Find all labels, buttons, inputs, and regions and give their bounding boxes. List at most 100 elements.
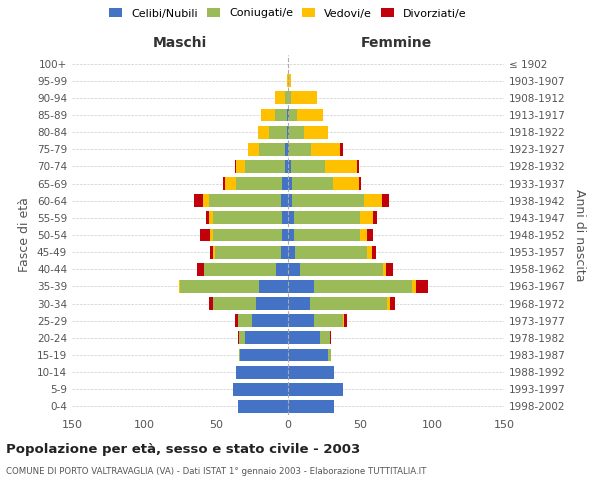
Bar bbox=[292, 194, 364, 207]
Bar bbox=[235, 314, 238, 327]
Bar bbox=[288, 332, 320, 344]
Y-axis label: Fasce di età: Fasce di età bbox=[19, 198, 31, 272]
Bar bbox=[288, 212, 294, 224]
Text: Maschi: Maschi bbox=[153, 36, 207, 50]
Bar bbox=[320, 332, 330, 344]
Bar bbox=[325, 160, 357, 173]
Bar bbox=[357, 160, 359, 173]
Bar bbox=[291, 92, 317, 104]
Bar bbox=[179, 280, 180, 293]
Bar bbox=[285, 160, 288, 173]
Bar bbox=[287, 126, 288, 138]
Bar bbox=[332, 177, 359, 190]
Bar bbox=[386, 263, 393, 276]
Bar bbox=[245, 332, 288, 344]
Bar bbox=[256, 297, 288, 310]
Bar bbox=[210, 246, 213, 258]
Bar bbox=[340, 143, 343, 156]
Bar bbox=[288, 400, 334, 413]
Bar bbox=[288, 297, 310, 310]
Bar bbox=[282, 212, 288, 224]
Bar bbox=[288, 263, 299, 276]
Bar bbox=[367, 228, 373, 241]
Bar bbox=[197, 263, 205, 276]
Bar bbox=[289, 108, 296, 122]
Bar bbox=[344, 314, 347, 327]
Bar bbox=[238, 314, 252, 327]
Bar bbox=[258, 126, 269, 138]
Bar bbox=[383, 263, 386, 276]
Bar bbox=[288, 366, 334, 378]
Bar bbox=[388, 297, 390, 310]
Bar bbox=[299, 263, 383, 276]
Bar bbox=[288, 92, 291, 104]
Bar bbox=[260, 108, 275, 122]
Bar bbox=[314, 314, 343, 327]
Bar bbox=[252, 314, 288, 327]
Text: COMUNE DI PORTO VALTRAVAGLIA (VA) - Dati ISTAT 1° gennaio 2003 - Elaborazione TU: COMUNE DI PORTO VALTRAVAGLIA (VA) - Dati… bbox=[6, 468, 427, 476]
Bar bbox=[291, 160, 325, 173]
Bar bbox=[236, 366, 288, 378]
Bar bbox=[282, 177, 288, 190]
Bar bbox=[224, 177, 236, 190]
Bar bbox=[288, 348, 328, 362]
Bar bbox=[269, 126, 287, 138]
Bar bbox=[360, 228, 367, 241]
Bar bbox=[287, 74, 288, 87]
Bar bbox=[239, 332, 245, 344]
Bar bbox=[294, 212, 360, 224]
Bar bbox=[412, 280, 416, 293]
Bar bbox=[288, 228, 294, 241]
Bar bbox=[292, 177, 332, 190]
Bar bbox=[416, 280, 428, 293]
Bar bbox=[288, 74, 291, 87]
Bar bbox=[373, 212, 377, 224]
Bar bbox=[288, 143, 289, 156]
Bar bbox=[281, 194, 288, 207]
Bar bbox=[285, 143, 288, 156]
Bar bbox=[296, 108, 323, 122]
Bar bbox=[288, 246, 295, 258]
Bar bbox=[288, 160, 291, 173]
Bar bbox=[213, 212, 282, 224]
Legend: Celibi/Nubili, Coniugati/e, Vedovi/e, Divorziati/e: Celibi/Nubili, Coniugati/e, Vedovi/e, Di… bbox=[109, 8, 467, 18]
Bar bbox=[180, 280, 259, 293]
Bar bbox=[281, 246, 288, 258]
Bar bbox=[295, 246, 367, 258]
Bar bbox=[259, 280, 288, 293]
Bar bbox=[235, 160, 236, 173]
Text: Popolazione per età, sesso e stato civile - 2003: Popolazione per età, sesso e stato civil… bbox=[6, 442, 360, 456]
Bar bbox=[364, 194, 382, 207]
Bar bbox=[330, 332, 331, 344]
Bar bbox=[213, 246, 215, 258]
Bar bbox=[209, 194, 281, 207]
Bar bbox=[294, 228, 360, 241]
Y-axis label: Anni di nascita: Anni di nascita bbox=[574, 188, 586, 281]
Bar bbox=[259, 143, 285, 156]
Bar bbox=[371, 246, 376, 258]
Bar bbox=[288, 383, 343, 396]
Bar bbox=[288, 280, 314, 293]
Bar bbox=[277, 263, 288, 276]
Bar bbox=[205, 263, 277, 276]
Bar bbox=[314, 280, 412, 293]
Bar bbox=[200, 228, 210, 241]
Bar bbox=[239, 348, 241, 362]
Text: Femmine: Femmine bbox=[361, 36, 431, 50]
Bar bbox=[213, 297, 256, 310]
Bar bbox=[245, 160, 285, 173]
Bar bbox=[194, 194, 203, 207]
Bar bbox=[275, 92, 285, 104]
Bar bbox=[241, 348, 288, 362]
Bar bbox=[285, 92, 288, 104]
Bar bbox=[210, 228, 213, 241]
Bar bbox=[311, 143, 340, 156]
Bar bbox=[288, 177, 292, 190]
Bar bbox=[287, 108, 288, 122]
Bar bbox=[367, 246, 371, 258]
Bar bbox=[206, 212, 209, 224]
Bar bbox=[213, 228, 282, 241]
Bar bbox=[382, 194, 389, 207]
Bar bbox=[215, 246, 281, 258]
Bar bbox=[248, 143, 259, 156]
